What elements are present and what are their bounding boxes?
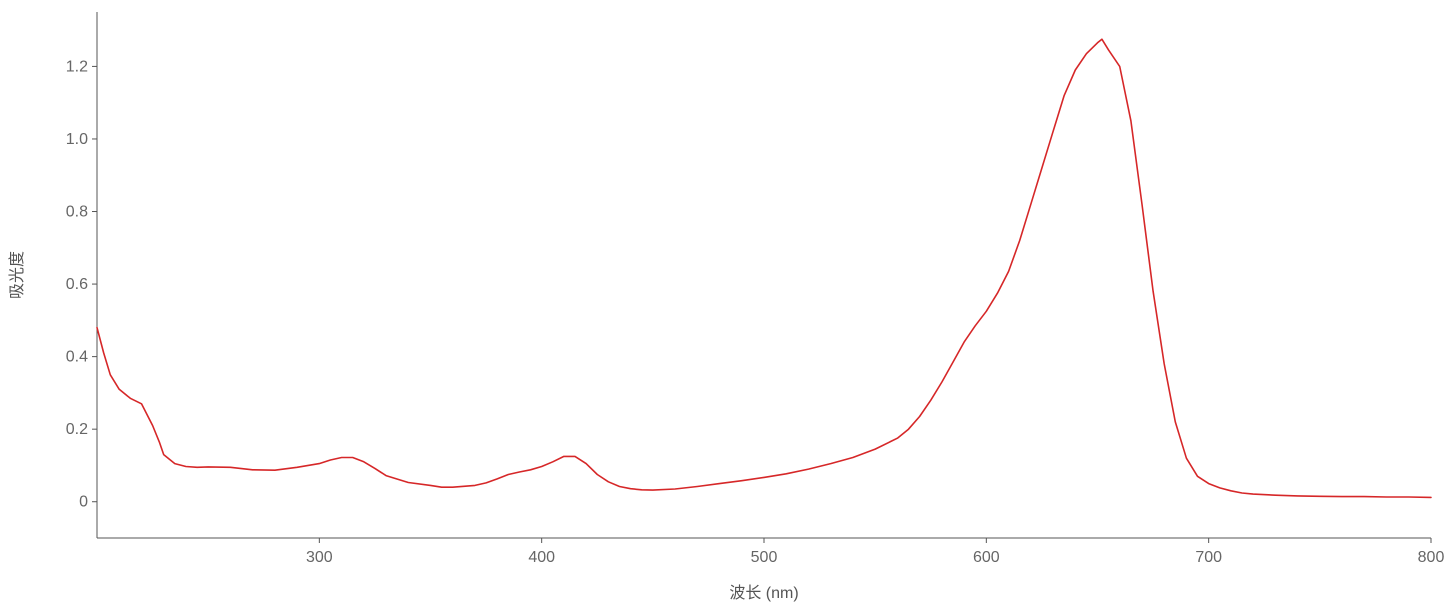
y-axis-title: 吸光度: [8, 251, 26, 299]
x-tick-label: 300: [306, 549, 333, 566]
x-tick-label: 800: [1418, 549, 1445, 566]
y-tick-label: 0.8: [66, 204, 88, 221]
axes-layer: 0 0.2 0.4 0.6 0.8 1.0 1.2 300 400 500 600 700 800: [66, 12, 1445, 566]
y-tick-label: 1.0: [66, 131, 88, 148]
x-tick-label: 700: [1195, 549, 1222, 566]
series-layer: [96, 38, 1432, 499]
y-tick-label: 0.4: [66, 349, 88, 366]
x-tick-label: 400: [528, 549, 555, 566]
spectrum-line: [96, 38, 1432, 499]
y-tick-label: 1.2: [66, 58, 88, 75]
y-tick-label: 0.2: [66, 421, 88, 438]
y-tick-label: 0: [79, 494, 88, 511]
x-tick-label: 500: [751, 549, 778, 566]
x-axis-title: 波长 (nm): [729, 584, 798, 602]
x-tick-label: 600: [973, 549, 1000, 566]
y-tick-label: 0.6: [66, 276, 88, 293]
